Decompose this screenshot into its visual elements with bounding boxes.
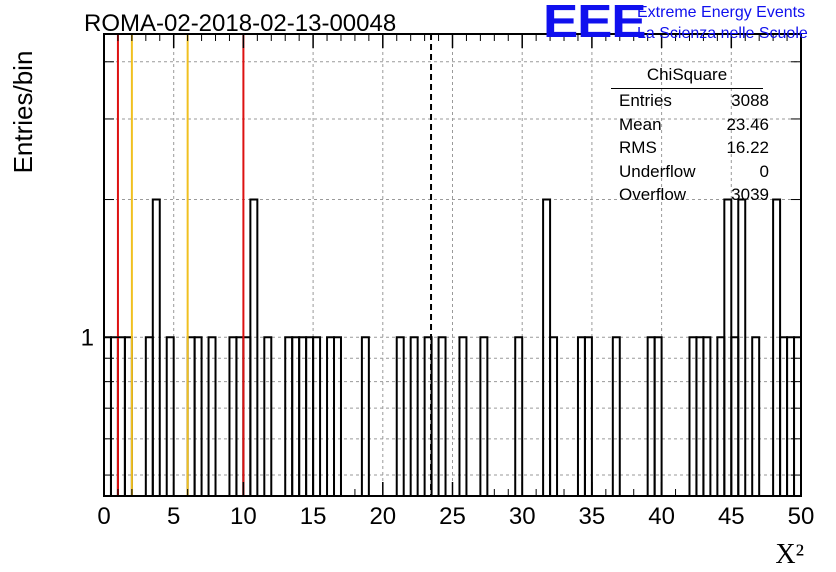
histogram-bin	[235, 336, 245, 496]
histogram-bin	[103, 336, 112, 496]
histogram-bin	[751, 336, 761, 496]
histogram-bin	[688, 336, 698, 496]
stats-value: 3039	[731, 185, 769, 204]
histogram-bin	[228, 336, 238, 496]
histogram-bin	[207, 336, 217, 496]
histogram-bin	[437, 336, 447, 496]
histogram-bin	[123, 336, 133, 496]
stats-label: Overflow	[619, 185, 687, 204]
histogram-bin	[186, 336, 196, 496]
logo-subtitle-2: La Scienza nelle Scuole	[637, 25, 808, 42]
x-tick-label: 20	[369, 503, 396, 530]
marker-lines	[116, 34, 433, 496]
histogram-bin	[737, 198, 747, 496]
stats-row-underflow: Underflow 0	[611, 160, 777, 184]
histogram-bin	[458, 336, 468, 496]
histogram-bin	[193, 336, 203, 496]
histogram-bin	[779, 336, 789, 496]
histogram-bin	[514, 336, 524, 496]
histogram-bin	[583, 336, 593, 496]
histogram-bin	[772, 198, 782, 496]
histogram-bin	[326, 336, 336, 496]
x-tick-label: 5	[167, 503, 180, 530]
histogram-bin	[312, 336, 322, 496]
histogram-bin	[109, 336, 119, 496]
stats-value: 23.46	[726, 114, 769, 134]
stats-row-overflow: Overflow 3039	[611, 183, 777, 207]
y-tick-label: 1	[81, 324, 94, 351]
x-tick-label: 10	[230, 503, 257, 530]
histogram-bin	[116, 336, 126, 496]
histogram-bin	[263, 336, 273, 496]
histogram-bin	[409, 336, 419, 496]
stats-title: ChiSquare	[611, 62, 763, 89]
histogram-bin	[716, 336, 726, 496]
stats-row-mean: Mean 23.46	[611, 113, 777, 137]
histogram-bin	[249, 198, 259, 496]
x-tick-label: 40	[648, 503, 675, 530]
stats-value: 16.22	[726, 138, 769, 157]
histogram-bin	[151, 198, 161, 496]
stats-row-entries: Entries 3088	[611, 89, 777, 113]
logo-subtitle-1: Extreme Energy Events	[637, 4, 806, 21]
x-tick-label: 35	[579, 503, 606, 530]
histogram-bin	[702, 336, 712, 496]
histogram-bin	[360, 336, 370, 496]
axis-ticks: 0 5 10 15 20 25 30 35 40 45 50 1	[81, 34, 815, 530]
histogram-bin	[576, 336, 586, 496]
histogram-bin	[395, 336, 405, 496]
x-tick-label: 45	[718, 503, 745, 530]
stats-label: Mean	[619, 114, 662, 134]
histogram-bin	[479, 336, 489, 496]
stats-row-rms: RMS 16.22	[611, 136, 777, 160]
eee-logo: EEE	[543, 0, 647, 47]
stats-value: 0	[759, 161, 769, 181]
histogram-bin	[305, 336, 315, 496]
histogram-bin	[242, 336, 252, 496]
stats-box: ChiSquare Entries 3088 Mean 23.46 RMS 16…	[611, 62, 777, 207]
histogram-bin	[611, 336, 621, 496]
histogram-bin	[298, 336, 308, 496]
histogram-bin	[144, 336, 154, 496]
stats-label: Entries	[619, 91, 672, 110]
stats-label: RMS	[619, 138, 657, 157]
histogram-bin	[165, 336, 175, 496]
histogram-bin	[695, 336, 705, 496]
histogram-bin	[549, 336, 559, 496]
histogram-bin	[333, 336, 342, 496]
run-title: ROMA-02-2018-02-13-00048	[84, 10, 397, 37]
histogram-bin	[793, 336, 802, 496]
histogram-bin	[646, 336, 656, 496]
stats-value: 3088	[731, 91, 769, 110]
histogram-bin	[786, 336, 796, 496]
histogram-bin	[291, 336, 301, 496]
histogram-bin	[730, 336, 740, 496]
histogram-bin	[723, 198, 733, 496]
x-tick-label: 50	[788, 503, 815, 530]
stats-label: Underflow	[619, 161, 696, 181]
y-axis-label: Entries/bin	[8, 51, 38, 174]
x-tick-label: 0	[97, 503, 110, 530]
x-tick-label: 30	[509, 503, 536, 530]
histogram-bin	[284, 336, 294, 496]
x-tick-label: 15	[300, 503, 327, 530]
x-tick-label: 25	[439, 503, 466, 530]
histogram-bin	[653, 336, 663, 496]
histogram-bin	[542, 198, 552, 496]
x-axis-label: X²	[775, 539, 804, 570]
